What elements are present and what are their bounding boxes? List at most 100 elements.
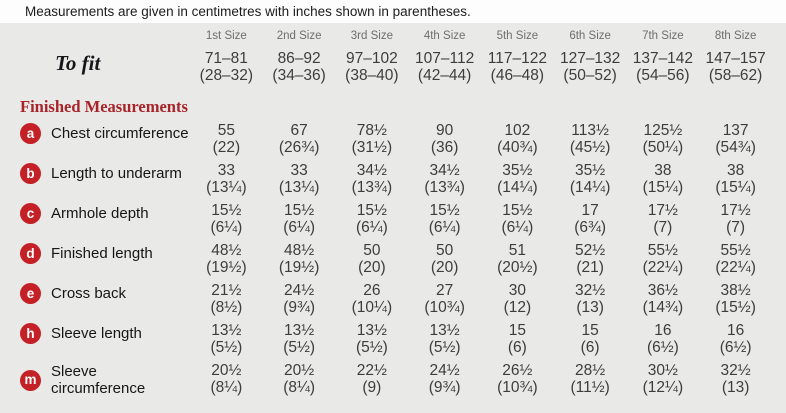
in-value: (15¼) xyxy=(715,179,756,196)
measure-cell: 17½ (7) xyxy=(699,202,772,236)
measure-cell: 55½ (22¼) xyxy=(627,242,700,276)
cm-value: 30 xyxy=(508,282,526,299)
cm-value: 78½ xyxy=(356,122,387,139)
measure-cell: 48½ (19½) xyxy=(190,242,263,276)
in-value: (54¾) xyxy=(715,139,756,156)
in-value: (22) xyxy=(212,139,241,156)
measure-cell: 20½ (8¼) xyxy=(263,362,336,396)
cm-value: 26 xyxy=(363,282,381,299)
in-value: (20½) xyxy=(497,259,538,276)
measure-cell: 30½ (12¼) xyxy=(627,362,700,396)
measure-cell: 32½ (13) xyxy=(554,282,627,316)
measure-cell: 137 (54¾) xyxy=(699,122,772,156)
in-value: (14¼) xyxy=(497,179,538,196)
in-value: (8¼) xyxy=(283,379,316,396)
row-cells: 55 (22) 67 (26¾) 78½ (31½) 90 (36) 102 (40¾) 113½(… xyxy=(190,122,772,156)
measure-cell: 13½ (5½) xyxy=(263,322,336,356)
to-fit-cell: 127–132 (50–52) xyxy=(554,50,627,84)
in-value: (6¼) xyxy=(283,219,316,236)
size-header: 6th Size xyxy=(569,30,611,42)
row-key-badge: h xyxy=(20,323,41,344)
measure-cell: 32½ (13) xyxy=(699,362,772,396)
to-fit-in-value: (50–52) xyxy=(563,67,617,84)
measure-cell: 38½ (15½) xyxy=(699,282,772,316)
size-header: 8th Size xyxy=(714,30,757,42)
size-header: 4th Size xyxy=(423,30,466,42)
measure-cell: 26 (10¼) xyxy=(336,282,409,316)
row-label-text: Cross back xyxy=(51,285,127,302)
measure-cell: 113½ (45½) xyxy=(554,122,627,156)
cm-value: 48½ xyxy=(211,242,242,259)
measure-cell: 20½ (8¼) xyxy=(190,362,263,396)
to-fit-cm-value: 107–112 xyxy=(415,50,475,67)
to-fit-cm-value: 127–132 xyxy=(559,50,621,67)
measure-cell: 48½ (19½) xyxy=(263,242,336,276)
measure-cell: 50 (20) xyxy=(408,242,481,276)
size-header-row: 1st Size 2nd Size 3rd Size 4th Size 5th Size… xyxy=(0,30,772,42)
in-value: (14¾) xyxy=(642,299,684,316)
cm-value: 24½ xyxy=(429,362,460,379)
cm-value: 13½ xyxy=(429,322,460,339)
to-fit-label: To fit xyxy=(55,51,101,75)
to-fit-cell: 71–81 (28–32) xyxy=(190,50,263,84)
to-fit-cm-value: 147–157 xyxy=(705,50,766,67)
size-header: 5th Size xyxy=(496,30,539,42)
cm-value: 51 xyxy=(508,242,526,259)
row-key-badge: e xyxy=(20,283,41,304)
measure-cell: 67 (26¾) xyxy=(263,122,336,156)
measure-cell: 50 (20) xyxy=(336,242,409,276)
to-fit-cm-value: 86–92 xyxy=(277,50,321,67)
row-key-badge: c xyxy=(20,203,41,224)
measure-cell: 16 (6½) xyxy=(699,322,772,356)
measure-cell: 13½ (5½) xyxy=(408,322,481,356)
measure-cell: 17½ (7) xyxy=(627,202,700,236)
measurement-rows: a Chest circumference 55 (22) 67 (26¾) 78½ (31½… xyxy=(0,122,772,402)
row-cells: 20½ (8¼) 20½ (8¼) 22½ (9) 24½ (9¾) 26½ (10¾) 28½ (1… xyxy=(190,362,772,396)
cm-value: 15½ xyxy=(356,202,387,219)
in-value: (45½) xyxy=(569,139,611,156)
measure-cell: 15 (6) xyxy=(554,322,627,356)
row-key-badge: m xyxy=(20,369,41,391)
cm-value: 27 xyxy=(436,282,454,299)
size-header: 1st Size xyxy=(205,30,247,42)
in-value: (50¼) xyxy=(642,139,684,156)
measure-cell: 13½ (5½) xyxy=(336,322,409,356)
in-value: (19½) xyxy=(278,259,320,276)
row-label-text: Finished length xyxy=(51,245,153,262)
row-label: b Length to underarm xyxy=(0,163,190,184)
measure-cell: 30 (12) xyxy=(481,282,554,316)
measurements-note-text: Measurements are given in centimetres wi… xyxy=(25,4,471,19)
measure-cell: 38 (15¼) xyxy=(699,162,772,196)
to-fit-in-value: (54–56) xyxy=(636,67,690,84)
cm-value: 33 xyxy=(290,162,308,179)
measure-cell: 38 (15¼) xyxy=(627,162,700,196)
row-cells: 33 (13¼) 33 (13¼) 34½ (13¾) 34½ (13¾) 35½ (14¼) 35… xyxy=(190,162,772,196)
in-value: (8½) xyxy=(210,299,243,316)
in-value: (5½) xyxy=(283,339,316,356)
size-header: 2nd Size xyxy=(276,30,322,42)
row-label-text: Sleeve length xyxy=(51,325,142,342)
in-value: (6¼) xyxy=(355,219,388,236)
size-table: 1st Size 2nd Size 3rd Size 4th Size 5th Size… xyxy=(0,30,786,402)
measure-cell: 15½ (6¼) xyxy=(481,202,554,236)
in-value: (9¾) xyxy=(428,379,461,396)
to-fit-cm-value: 117–122 xyxy=(487,50,547,67)
measure-cell: 15½ (6¼) xyxy=(263,202,336,236)
cm-value: 35½ xyxy=(502,162,533,179)
in-value: (10¾) xyxy=(497,379,538,396)
cm-value: 16 xyxy=(727,322,745,339)
measurement-row: e Cross back 21½ (8½) 24½ (9¾) 26 (10¼) 27 (10¾) 3… xyxy=(0,282,772,322)
measure-cell: 55 (22) xyxy=(190,122,263,156)
in-value: (21) xyxy=(576,259,604,276)
cm-value: 17½ xyxy=(647,202,678,219)
measure-cell: 24½ (9¾) xyxy=(263,282,336,316)
measurements-note: Measurements are given in centimetres wi… xyxy=(0,0,786,23)
cm-value: 15½ xyxy=(211,202,242,219)
measurement-row: m Sleeve circumference 20½ (8¼) 20½ (8¼) 22½ (9… xyxy=(0,362,772,402)
cm-value: 90 xyxy=(436,122,454,139)
row-key-badge: d xyxy=(20,243,41,264)
in-value: (13¾) xyxy=(424,179,465,196)
cm-value: 17 xyxy=(581,202,599,219)
cm-value: 137 xyxy=(722,122,749,139)
cm-value: 50 xyxy=(363,242,381,259)
